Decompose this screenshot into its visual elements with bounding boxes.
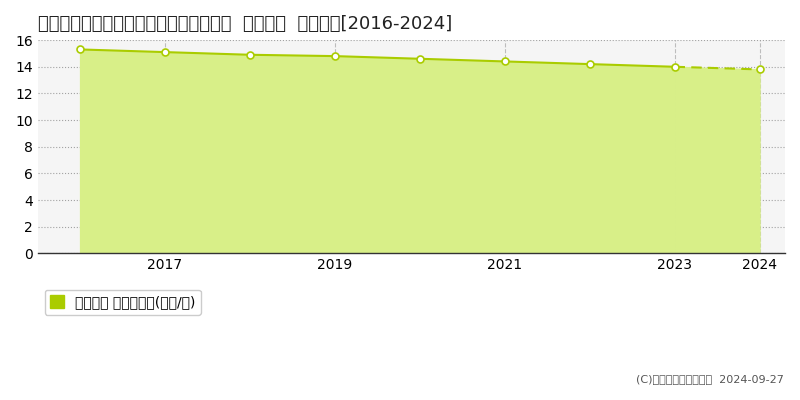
Legend: 基準地価 平均坪単価(万円/坪): 基準地価 平均坪単価(万円/坪) [45,290,201,315]
Text: (C)土地価格ドットコム  2024-09-27: (C)土地価格ドットコム 2024-09-27 [636,374,784,384]
Text: 新潟県柏崎市幸町字地蔵の場９０５番５  基準地価  地価推移[2016-2024]: 新潟県柏崎市幸町字地蔵の場９０５番５ 基準地価 地価推移[2016-2024] [38,15,452,33]
